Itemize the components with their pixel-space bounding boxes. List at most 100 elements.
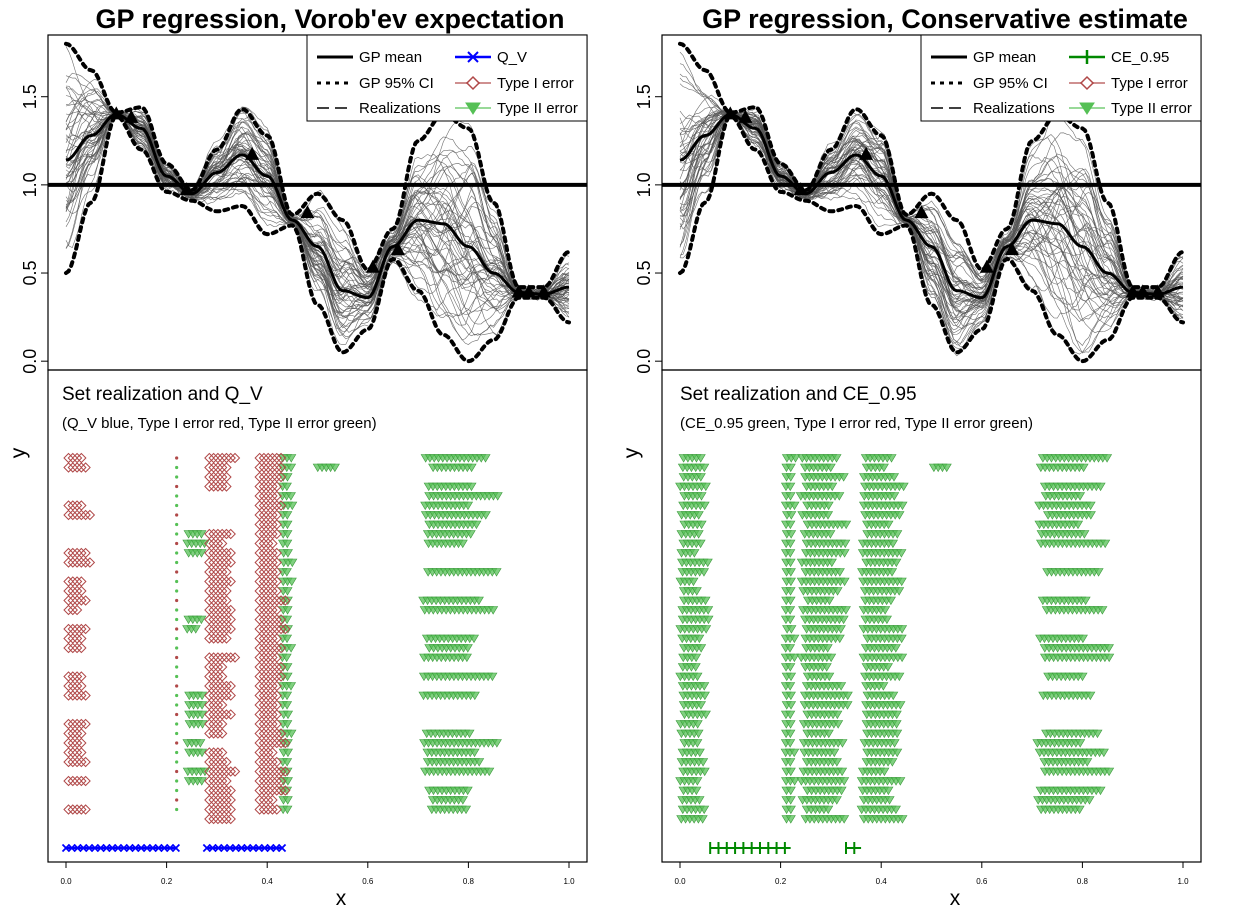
type1-marker <box>225 623 236 635</box>
type2-marker <box>462 786 473 796</box>
type2-marker <box>785 558 796 568</box>
type2-marker <box>197 691 208 701</box>
type2-marker <box>839 577 850 587</box>
type2-marker <box>824 672 835 682</box>
legend-label: GP 95% CI <box>973 75 1048 92</box>
type2-marker <box>890 644 901 653</box>
type2-marker <box>281 691 293 701</box>
type2-marker <box>894 672 905 682</box>
type1-marker <box>80 623 91 635</box>
type2-marker <box>282 549 293 558</box>
type2-marker <box>897 815 908 824</box>
type2-marker <box>786 530 797 539</box>
type2-marker <box>785 577 796 587</box>
type2-marker <box>695 701 706 710</box>
type2-marker <box>825 463 836 473</box>
estimate-marker <box>171 843 181 853</box>
design-point-marker <box>738 109 753 123</box>
type2-marker <box>690 663 701 672</box>
type2-marker <box>835 625 846 634</box>
type2-marker <box>785 796 796 805</box>
legend-label: Type I error <box>497 75 574 92</box>
type1-marker <box>280 595 291 606</box>
type1-marker <box>76 595 87 606</box>
type1-marker <box>229 452 241 464</box>
type2-marker <box>822 511 834 520</box>
legend-marker-type2 <box>1079 102 1095 115</box>
design-point-marker <box>179 182 194 196</box>
type1-marker <box>63 690 74 701</box>
type2-marker <box>282 511 293 520</box>
type2-marker <box>878 682 889 691</box>
type1-marker <box>267 804 278 815</box>
design-point-marker <box>390 242 405 256</box>
type2-marker <box>492 492 503 501</box>
type2-marker <box>889 492 900 501</box>
type2-marker <box>839 777 850 786</box>
type1-marker <box>221 528 232 540</box>
type2-marker <box>282 796 293 805</box>
small-dot-marker <box>175 598 179 603</box>
type2-marker <box>1084 796 1095 805</box>
type2-marker <box>702 558 713 568</box>
small-dot-marker <box>175 560 179 565</box>
type2-marker <box>468 634 480 644</box>
left-y-label: y <box>7 447 30 458</box>
type1-marker <box>225 709 236 720</box>
design-point-marker <box>914 205 929 219</box>
type2-marker <box>491 739 502 748</box>
type1-marker <box>280 766 291 777</box>
realization-line <box>679 51 1184 292</box>
type2-marker <box>1095 786 1106 796</box>
ci-lower-line <box>64 113 571 364</box>
type1-marker <box>275 500 287 511</box>
type2-marker <box>1082 758 1093 767</box>
x-tick-label: 0.8 <box>463 877 475 886</box>
type2-marker <box>694 796 705 805</box>
type1-marker <box>275 623 287 635</box>
type2-marker <box>469 691 480 701</box>
type2-marker <box>895 701 906 710</box>
type1-marker <box>216 481 228 492</box>
realization-line <box>679 114 1184 353</box>
type1-marker <box>229 766 241 777</box>
type2-marker <box>894 587 905 596</box>
realization-line <box>65 110 570 295</box>
x-tick-label: 0.6 <box>976 877 988 886</box>
type1-marker <box>275 471 287 483</box>
type1-marker <box>76 775 87 787</box>
type2-marker <box>838 473 849 482</box>
type2-marker <box>703 606 714 615</box>
small-dot-marker <box>175 579 179 584</box>
type2-marker <box>785 805 796 815</box>
small-dot-marker <box>175 655 179 660</box>
type2-marker <box>888 691 899 701</box>
type2-marker <box>1104 653 1115 663</box>
type2-marker <box>898 482 909 492</box>
type2-marker <box>884 796 895 805</box>
type2-marker <box>789 748 800 758</box>
type2-marker <box>696 644 707 653</box>
type1-marker <box>225 452 236 464</box>
type2-marker <box>281 634 293 644</box>
type2-marker <box>883 786 894 796</box>
realization-line <box>679 108 1184 300</box>
type2-marker <box>784 644 796 653</box>
type2-marker <box>785 492 796 501</box>
type2-marker <box>696 520 707 530</box>
type1-marker <box>76 756 87 768</box>
type2-marker <box>1080 596 1091 606</box>
x-tick-label: 1.0 <box>563 877 575 886</box>
type2-marker <box>785 815 796 824</box>
type2-marker <box>281 482 292 492</box>
design-point-marker <box>536 284 551 298</box>
type1-marker <box>221 633 232 644</box>
type1-marker <box>271 804 282 815</box>
type2-marker <box>282 520 293 530</box>
type2-marker <box>822 644 833 653</box>
type1-marker <box>67 804 78 815</box>
type2-marker <box>888 473 900 482</box>
type2-marker <box>1085 691 1096 701</box>
type1-marker <box>63 509 74 521</box>
type1-marker <box>221 652 232 663</box>
